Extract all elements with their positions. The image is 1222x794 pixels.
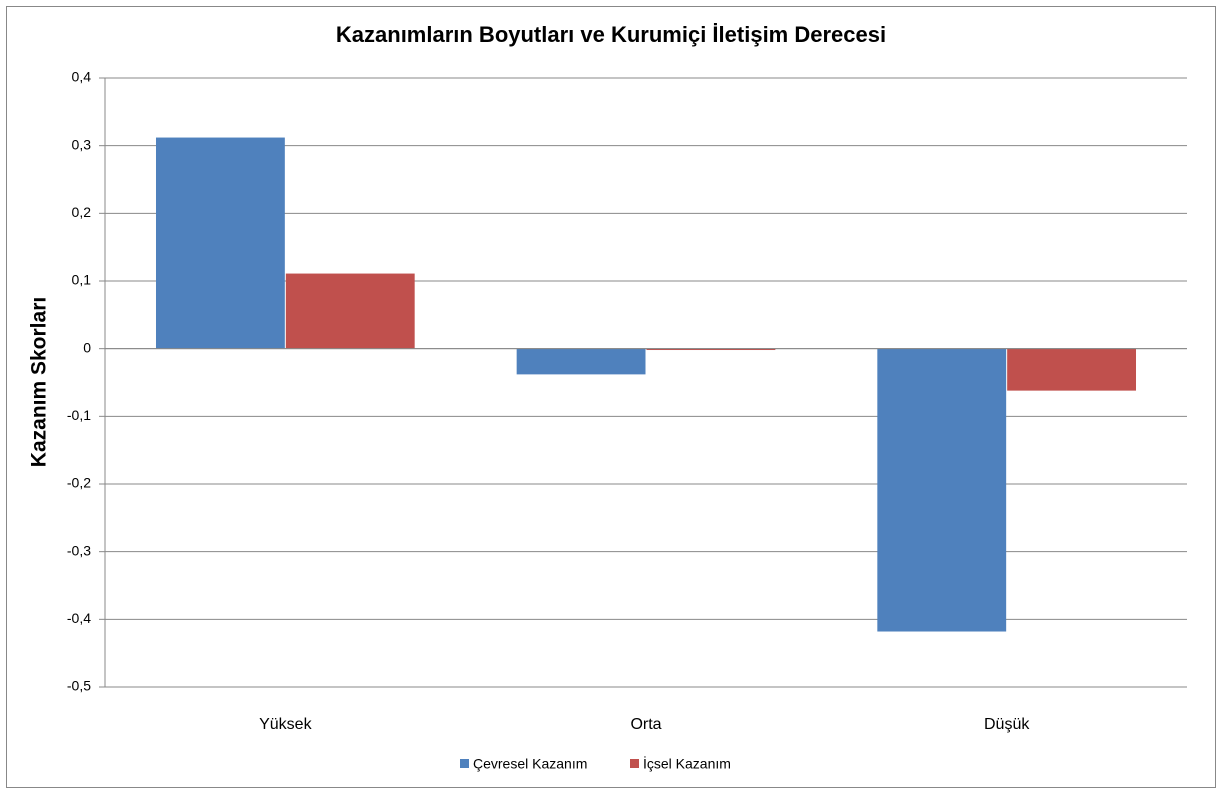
x-tick-label: Düşük <box>984 716 1030 733</box>
chart-title: Kazanımların Boyutları ve Kurumiçi İleti… <box>336 22 886 47</box>
y-tick-label: 0 <box>83 339 91 355</box>
legend-swatch <box>460 759 469 768</box>
y-tick-label: 0,2 <box>72 204 92 220</box>
y-tick-label: -0,5 <box>67 678 91 694</box>
x-tick-label: Orta <box>630 716 661 733</box>
y-tick-label: -0,3 <box>67 542 91 558</box>
y-tick-label: -0,1 <box>67 407 91 423</box>
y-tick-label: 0,3 <box>72 136 92 152</box>
bar <box>877 348 1007 632</box>
bar <box>155 137 285 349</box>
legend-label: İçsel Kazanım <box>643 755 731 772</box>
bar <box>646 348 776 351</box>
y-tick-label: 0,4 <box>72 69 92 85</box>
x-tick-label: Yüksek <box>259 716 312 733</box>
y-tick-label: -0,2 <box>67 475 91 491</box>
bar <box>1007 348 1137 391</box>
legend-label: Çevresel Kazanım <box>473 756 587 772</box>
legend-swatch <box>630 759 639 768</box>
chart-frame <box>6 6 1216 788</box>
bar <box>516 348 646 375</box>
y-tick-label: 0,1 <box>72 272 92 288</box>
y-axis-title: Kazanım Skorları <box>28 297 51 467</box>
bar <box>285 273 415 349</box>
y-tick-label: -0,4 <box>67 610 91 626</box>
